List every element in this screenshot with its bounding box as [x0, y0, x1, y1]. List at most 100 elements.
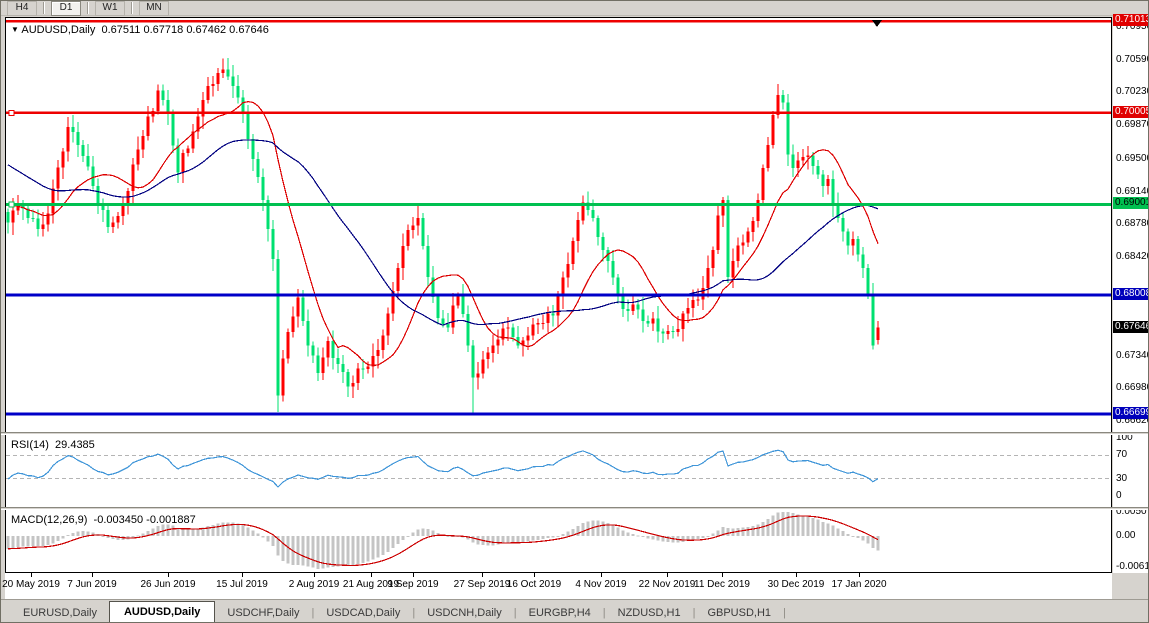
- chart-shift-marker-icon[interactable]: [872, 20, 882, 27]
- timeframe-button-mn[interactable]: MN: [139, 1, 169, 16]
- macd-main-value: -0.003450: [93, 514, 144, 526]
- date-label: 16 Oct 2019: [506, 579, 562, 590]
- chart-tab-gbpusd[interactable]: GBPUSD,H1: [707, 607, 772, 619]
- date-tick: [482, 573, 483, 577]
- macd-tick-label: 0.00: [1116, 530, 1136, 541]
- ohlc-high: 0.67718: [143, 24, 184, 36]
- toolbar-separator: [43, 2, 45, 14]
- candles-layer: [6, 57, 880, 414]
- date-label: 9 Sep 2019: [387, 579, 439, 590]
- price-tick-label: 0.70230: [1116, 86, 1149, 97]
- macd-label: MACD(12,26,9) -0.003450 -0.001887: [11, 514, 196, 526]
- date-label: 17 Jan 2020: [831, 579, 887, 590]
- timeframe-button-w1[interactable]: W1: [95, 1, 125, 16]
- price-tick-label: 0.69870: [1116, 119, 1149, 130]
- timeframe-button-d1[interactable]: D1: [51, 1, 81, 16]
- price-tick-label: 0.68420: [1116, 251, 1149, 262]
- date-tick: [722, 573, 723, 577]
- ma-slow-line: [7, 139, 879, 326]
- date-tick: [168, 573, 169, 577]
- chart-tab-eurgbp[interactable]: EURGBP,H4: [528, 607, 591, 619]
- date-tick: [667, 573, 668, 577]
- price-tick-label: 0.69140: [1116, 186, 1149, 197]
- chart-tab-usdcnh[interactable]: USDCNH,Daily: [427, 607, 502, 619]
- chevron-down-icon[interactable]: ▼: [11, 25, 19, 34]
- price-tick-label: 0.66980: [1116, 382, 1149, 393]
- price-tick-label: 0.66620: [1116, 415, 1149, 426]
- chart-tab-nzdusd[interactable]: NZDUSD,H1: [617, 607, 681, 619]
- chart-tab-usdchf[interactable]: USDCHF,Daily: [227, 607, 300, 619]
- price-level-badge: 0.69001: [1113, 197, 1149, 209]
- chart-title: ▼ AUDUSD,Daily 0.67511 0.67718 0.67462 0…: [11, 24, 269, 36]
- price-level-badge: 0.71013: [1113, 14, 1149, 26]
- chart-tab-audusd[interactable]: AUDUSD,Daily: [108, 601, 216, 622]
- rsi-tick-label: 100: [1116, 432, 1133, 443]
- date-label: 11 Dec 2019: [694, 579, 750, 590]
- price-level-badge: 0.68008: [1113, 288, 1149, 300]
- macd-histogram: [6, 512, 880, 569]
- date-label: 22 Nov 2019: [638, 579, 696, 590]
- timeframe-toolbar: H4 D1 W1 MN: [1, 1, 1148, 16]
- ohlc-low: 0.67462: [186, 24, 227, 36]
- macd-indicator-name: MACD(12,26,9): [11, 514, 88, 526]
- price-tick-label: 0.70950: [1116, 21, 1149, 32]
- price-tick-label: 0.68780: [1116, 218, 1149, 229]
- chart-canvas[interactable]: [6, 18, 1111, 577]
- rsi-tick-label: 30: [1116, 473, 1128, 484]
- date-label: 2 Aug 2019: [288, 579, 340, 590]
- rsi-tick-label: 70: [1116, 449, 1128, 460]
- chart-tab-bar: EURUSD,Daily AUDUSD,Daily USDCHF,Daily | USD…: [1, 599, 1148, 622]
- price-axis[interactable]: 0.70950 0.70590 0.70230 0.69870 0.69500 0.691…: [1113, 14, 1149, 573]
- timeframe-button-h4[interactable]: H4: [7, 1, 37, 16]
- date-tick: [796, 573, 797, 577]
- tab-separator: |: [692, 607, 696, 619]
- hline-handle[interactable]: [8, 109, 15, 116]
- macd-signal-value: -0.001887: [146, 514, 196, 526]
- tab-separator: |: [412, 607, 416, 619]
- ohlc-close: 0.67646: [229, 24, 269, 36]
- date-label: 20 May 2019: [2, 579, 60, 590]
- tab-separator: |: [602, 607, 606, 619]
- rsi-label: RSI(14) 29.4385: [11, 439, 95, 451]
- tab-separator: |: [311, 607, 315, 619]
- price-tick-label: 0.67340: [1116, 350, 1149, 361]
- ohlc-open: 0.67511: [101, 24, 141, 36]
- rsi-tick-label: 0: [1116, 490, 1122, 501]
- date-tick: [242, 573, 243, 577]
- date-label: 27 Sep 2019: [453, 579, 511, 590]
- toolbar-separator: [87, 2, 89, 14]
- date-tick: [92, 573, 93, 577]
- pane-splitter[interactable]: [1, 507, 1148, 510]
- macd-signal-line: [7, 515, 879, 567]
- date-tick: [859, 573, 860, 577]
- date-tick: [601, 573, 602, 577]
- price-level-badge: 0.67646: [1113, 321, 1149, 333]
- price-tick-label: 0.69500: [1116, 153, 1149, 164]
- date-tick: [534, 573, 535, 577]
- tab-separator: |: [513, 607, 517, 619]
- price-level-badge: 0.66699: [1113, 407, 1149, 419]
- pane-splitter[interactable]: [1, 432, 1148, 435]
- macd-tick-label: -0.006148: [1116, 561, 1148, 572]
- date-label: 7 Jun 2019: [67, 579, 117, 590]
- date-tick: [31, 573, 32, 577]
- price-tick-label: 0.70590: [1116, 54, 1149, 65]
- chart-tab-usdcad[interactable]: USDCAD,Daily: [326, 607, 401, 619]
- chart-tab-eurusd[interactable]: EURUSD,Daily: [23, 607, 97, 619]
- price-level-badge: 0.70005: [1113, 106, 1149, 118]
- hline-handle[interactable]: [8, 201, 15, 208]
- date-tick: [371, 573, 372, 577]
- date-label: 15 Jul 2019: [216, 579, 268, 590]
- date-label: 4 Nov 2019: [575, 579, 627, 590]
- rsi-current-value: 29.4385: [55, 439, 95, 451]
- rsi-line: [7, 449, 879, 488]
- date-label: 26 Jun 2019: [140, 579, 196, 590]
- date-tick: [413, 573, 414, 577]
- date-tick: [314, 573, 315, 577]
- date-label: 21 Aug 2019: [342, 579, 400, 590]
- rsi-indicator-name: RSI(14): [11, 439, 49, 451]
- toolbar-separator: [131, 2, 133, 14]
- date-axis[interactable]: 20 May 2019 7 Jun 2019 26 Jun 2019 15 Jul 2…: [2, 573, 1112, 599]
- chart-area[interactable]: ▼ AUDUSD,Daily 0.67511 0.67718 0.67462 0…: [5, 17, 1112, 573]
- symbol-title: AUDUSD,Daily: [21, 24, 96, 36]
